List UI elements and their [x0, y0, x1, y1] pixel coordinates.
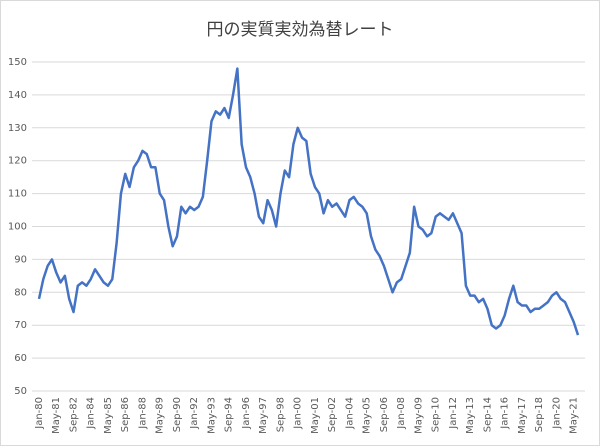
y-tick-label: 130: [8, 123, 27, 134]
x-tick-label: Sep-06: [379, 397, 390, 432]
x-tick-label: Jan-00: [293, 397, 304, 430]
x-tick-label: Sep-98: [275, 397, 286, 432]
x-tick-label: Jan-88: [137, 397, 148, 430]
x-tick-label: May-01: [310, 397, 321, 434]
x-tick-label: May-93: [206, 397, 217, 434]
chart-title: 円の実質実効為替レート: [207, 20, 394, 40]
y-tick-label: 70: [14, 320, 27, 331]
y-tick-label: 50: [14, 386, 27, 397]
y-tick-label: 80: [14, 287, 27, 298]
x-tick-label: Jan-96: [241, 397, 252, 430]
y-tick-label: 90: [14, 254, 27, 265]
y-tick-label: 150: [8, 57, 27, 68]
y-tick-label: 110: [8, 189, 27, 200]
x-tick-label: Sep-18: [534, 397, 545, 432]
y-tick-label: 140: [8, 90, 27, 101]
x-tick-label: Sep-90: [172, 397, 183, 432]
y-tick-label: 60: [14, 353, 27, 364]
data-line: [37, 67, 580, 336]
x-tick-label: Sep-02: [327, 397, 338, 432]
y-tick-label: 120: [8, 156, 27, 167]
x-tick-label: Sep-10: [431, 397, 442, 432]
x-tick-label: Jan-12: [448, 397, 459, 430]
x-tick-label: Sep-86: [120, 397, 131, 432]
x-tick-label: Sep-94: [224, 397, 235, 432]
x-tick-label: May-13: [465, 397, 476, 434]
x-tick-label: Jan-04: [344, 397, 355, 430]
x-tick-label: May-89: [155, 397, 166, 434]
x-tick-label: May-97: [258, 397, 269, 434]
x-tick-label: May-85: [103, 397, 114, 434]
x-tick-label: Jan-20: [551, 397, 562, 430]
y-tick-label: 100: [8, 222, 27, 233]
x-tick-label: Jan-08: [396, 397, 407, 430]
x-tick-label: May-05: [362, 397, 373, 434]
x-tick-label: Jan-80: [34, 397, 45, 430]
x-tick-label: Jan-16: [500, 397, 511, 430]
x-tick-label: May-09: [413, 397, 424, 434]
x-tick-label: Jan-92: [189, 397, 200, 430]
x-tick-label: May-17: [517, 397, 528, 434]
x-tick-label: Sep-14: [482, 397, 493, 432]
x-tick-label: Sep-82: [68, 397, 79, 432]
x-tick-label: Jan-84: [86, 397, 97, 430]
x-tick-label: May-81: [51, 397, 62, 434]
x-tick-label: May-21: [569, 397, 580, 434]
